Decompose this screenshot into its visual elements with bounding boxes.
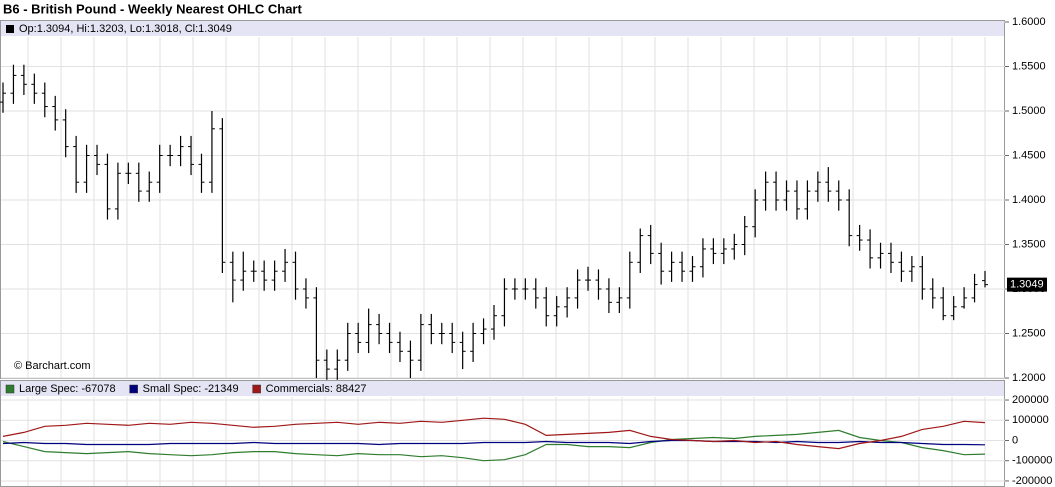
legend-text: Large Spec: -67078	[19, 383, 116, 395]
cot-panel	[0, 380, 1005, 487]
legend-band	[1, 21, 1004, 36]
legend-swatch	[5, 384, 15, 394]
y-tick-label: 1.2000	[1012, 372, 1046, 384]
chart-title: B6 - British Pound - Weekly Nearest OHLC…	[3, 1, 302, 16]
y-tick-label: -200000	[1012, 475, 1052, 487]
legend-text: Commercials: 88427	[266, 383, 367, 395]
grid	[1, 21, 1005, 486]
cot-line	[2, 439, 986, 446]
y-tick-label: 200000	[1012, 394, 1049, 406]
legend-text: Op:1.3094, Hi:1.3203, Lo:1.3018, Cl:1.30…	[19, 23, 232, 35]
last-price-label: 1.3049	[1010, 279, 1044, 291]
y-tick-label: 1.5500	[1012, 60, 1046, 72]
last-price-box	[1007, 277, 1047, 292]
cot-line	[2, 429, 986, 462]
legend-text: Small Spec: -21349	[143, 383, 239, 395]
y-tick-label: 1.4000	[1012, 194, 1046, 206]
legend-swatch	[6, 25, 14, 33]
y-tick-label: -100000	[1012, 455, 1052, 467]
y-tick-label: 1.2500	[1012, 327, 1046, 339]
credit: © Barchart.com	[14, 360, 91, 372]
y-tick-label: 1.6000	[1012, 16, 1046, 28]
y-tick-label: 1.4500	[1012, 149, 1046, 161]
legend-band	[1, 381, 1004, 396]
y-tick-label: 100000	[1012, 414, 1049, 426]
y-tick-label: 1.3500	[1012, 238, 1046, 250]
y-tick-label: 1.5000	[1012, 105, 1046, 117]
legend-swatch	[129, 384, 138, 394]
legend-swatch	[252, 384, 261, 394]
y-tick-label: 0	[1012, 434, 1018, 446]
cot-line	[2, 417, 986, 450]
